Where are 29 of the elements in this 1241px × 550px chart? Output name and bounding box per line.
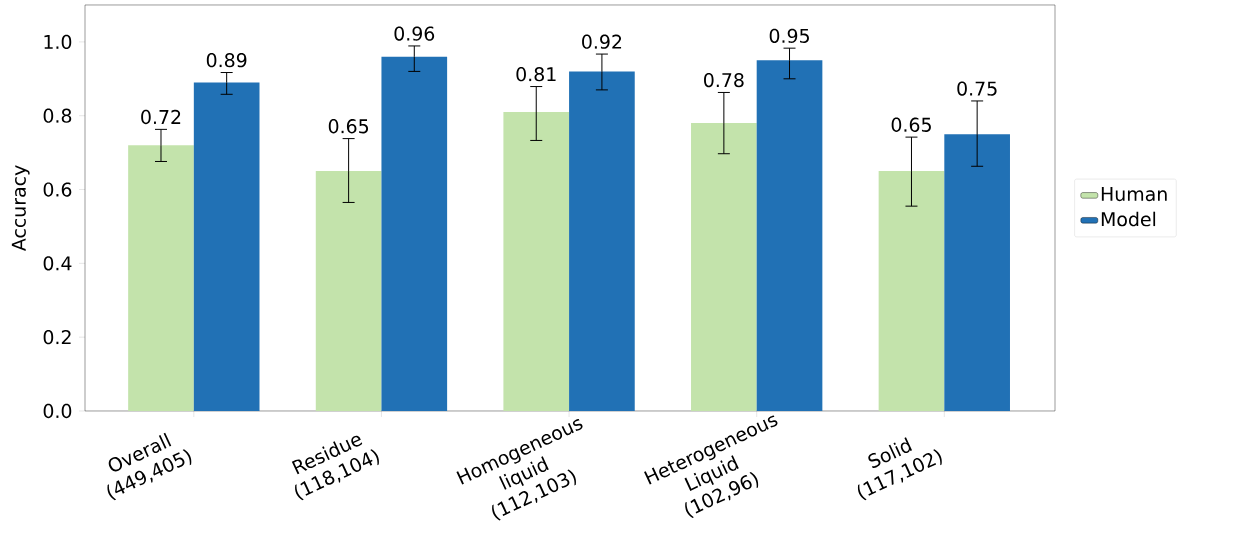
data-label: 0.92 xyxy=(582,34,622,49)
y-tick-label: 0.8 xyxy=(43,108,72,123)
bar xyxy=(128,145,194,411)
bar xyxy=(193,82,260,411)
bar xyxy=(691,123,757,411)
data-label: 0.72 xyxy=(141,109,181,125)
data-label: 0.96 xyxy=(394,26,435,41)
bar xyxy=(756,60,823,411)
bar xyxy=(315,171,382,411)
data-label: 0.75 xyxy=(957,81,997,96)
y-tick-label: 1.0 xyxy=(44,34,72,50)
y-axis-title: Accuracy xyxy=(11,165,30,252)
data-label: 0.89 xyxy=(206,53,247,68)
bar xyxy=(503,112,570,411)
legend-label: Model xyxy=(1101,211,1156,227)
bar xyxy=(944,134,1010,411)
bar xyxy=(878,171,945,411)
y-tick-label: 0.0 xyxy=(43,403,72,419)
data-label: 0.65 xyxy=(891,117,931,132)
y-tick-label: 0.4 xyxy=(43,256,72,271)
data-label: 0.95 xyxy=(769,28,809,43)
data-label: 0.65 xyxy=(328,119,369,134)
data-label: 0.78 xyxy=(704,72,744,88)
y-tick-label: 0.6 xyxy=(43,182,72,197)
y-tick-label: 0.2 xyxy=(43,330,71,345)
legend-label: Human xyxy=(1101,187,1167,202)
bar xyxy=(569,71,635,411)
bar xyxy=(381,56,448,411)
data-label: 0.81 xyxy=(516,67,556,82)
